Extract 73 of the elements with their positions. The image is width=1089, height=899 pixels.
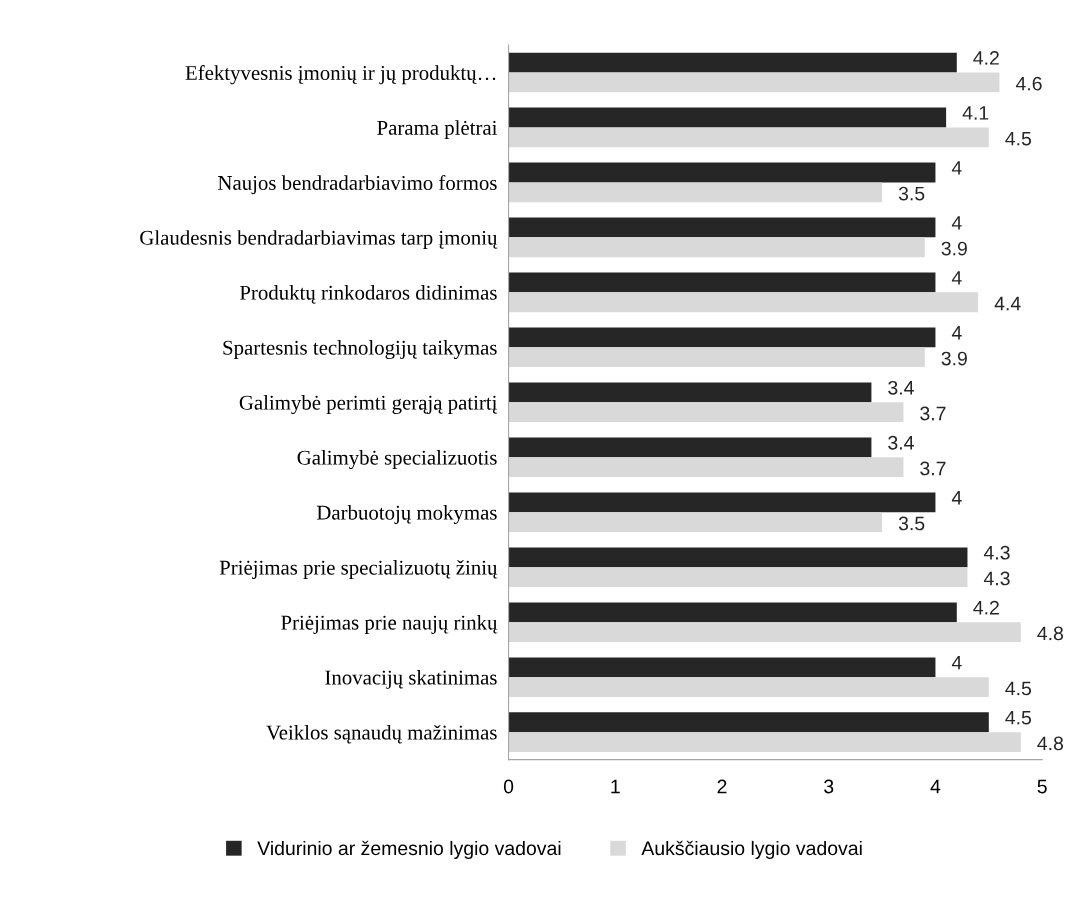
bar (508, 382, 872, 403)
bar (508, 712, 989, 733)
data-label: 4.8 (1037, 626, 1064, 641)
bar (508, 402, 904, 423)
y-tick-label: Priėjimas prie naujų rinkų (281, 614, 498, 634)
y-tick-label: Galimybė perimti gerąją patirtį (239, 395, 498, 415)
data-label: 3.7 (920, 406, 946, 421)
bar (508, 127, 989, 148)
data-label: 4.2 (973, 51, 999, 65)
data-label: 4 (951, 491, 962, 505)
bar (508, 457, 904, 478)
data-label: 3.4 (888, 380, 914, 395)
bar (508, 602, 957, 623)
y-tick-label: Galimybė specializuotis (297, 450, 497, 469)
bar (508, 217, 936, 238)
y-tick-label: Glaudesnis bendradarbiavimas tarp įmonių (140, 230, 498, 250)
data-label: 4.6 (1015, 76, 1042, 91)
bar (508, 437, 872, 458)
bar (508, 677, 989, 697)
data-label: 4.8 (1037, 736, 1064, 751)
bar (508, 327, 936, 348)
data-label: 4.3 (983, 571, 1010, 586)
bar (508, 107, 947, 128)
y-tick-label: Spartesnis technologijų taikymas (223, 340, 497, 360)
x-tick-label: 1 (611, 779, 620, 794)
x-tick-label: 2 (717, 779, 727, 794)
data-label: 4.3 (983, 545, 1010, 560)
data-label: 3.5 (898, 516, 925, 531)
bar (508, 492, 936, 513)
bar (508, 182, 883, 203)
data-label: 3.4 (888, 435, 914, 450)
y-tick-label: Darbuotojų mokymas (316, 505, 497, 524)
data-label: 4 (951, 271, 962, 285)
bar (508, 272, 936, 293)
bar (508, 622, 1021, 642)
y-tick-label: Efektyvesnis įmonių ir jų produktų… (185, 65, 496, 85)
bar (508, 237, 925, 258)
data-label: 4.5 (1005, 681, 1032, 696)
data-label: 4.1 (962, 106, 989, 120)
data-label: 4.5 (1005, 710, 1032, 725)
bar (508, 72, 1000, 93)
bar (508, 547, 968, 568)
x-tick-label: 0 (503, 779, 514, 794)
legend-label: Aukščiausio lygio vadovai (641, 840, 862, 860)
data-label: 3.7 (920, 461, 946, 476)
data-label: 4.2 (973, 600, 999, 615)
bar (508, 512, 883, 533)
y-tick-label: Inovacijų skatinimas (325, 669, 497, 689)
data-label: 4 (951, 655, 962, 670)
x-tick-label: 4 (930, 779, 941, 794)
bar (508, 732, 1021, 752)
y-tick-label: Naujos bendradarbiavimo formos (218, 175, 497, 195)
data-label: 4.5 (1005, 131, 1032, 146)
data-label: 3.5 (898, 186, 925, 201)
data-label: 3.9 (941, 351, 967, 366)
y-tick-label: Parama plėtrai (377, 120, 498, 140)
bar (508, 347, 925, 368)
bar (508, 292, 979, 313)
bar (508, 567, 968, 588)
data-label: 4.4 (994, 296, 1021, 311)
x-tick-label: 3 (824, 779, 834, 794)
data-label: 4 (951, 161, 962, 175)
data-label: 4 (951, 216, 962, 230)
legend-label: Vidurinio ar žemesnio lygio vadovai (257, 840, 561, 860)
bar (508, 52, 957, 73)
data-label: 4 (951, 326, 962, 340)
y-tick-label: Veiklos sąnaudų mažinimas (266, 724, 497, 744)
data-label: 3.9 (941, 241, 967, 256)
y-tick-label: Priėjimas prie specializuotų žinių (219, 559, 498, 579)
bar (508, 657, 936, 678)
y-tick-label: Produktų rinkodaros didinimas (239, 285, 497, 304)
x-tick-label: 5 (1037, 779, 1047, 794)
bar (508, 162, 936, 183)
